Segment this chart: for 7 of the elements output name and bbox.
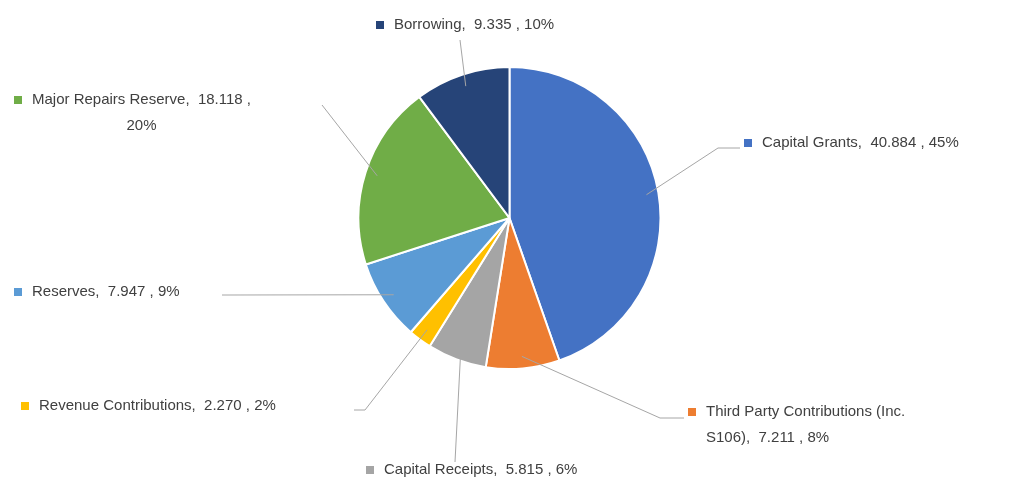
legend-label: Revenue Contributions, 2.270 , 2% bbox=[39, 396, 276, 414]
legend-label: Major Repairs Reserve, 18.118 , 20% bbox=[32, 90, 251, 134]
legend-label: Borrowing, 9.335 , 10% bbox=[394, 15, 555, 33]
legend-label: Capital Receipts, 5.815 , 6% bbox=[384, 460, 578, 478]
legend-label: Reserves, 7.947 , 9% bbox=[32, 282, 180, 300]
legend-label: Capital Grants, 40.884 , 45% bbox=[762, 133, 959, 151]
legend-label: Third Party Contributions (Inc. S106), 7.211 , 8% bbox=[706, 402, 906, 446]
